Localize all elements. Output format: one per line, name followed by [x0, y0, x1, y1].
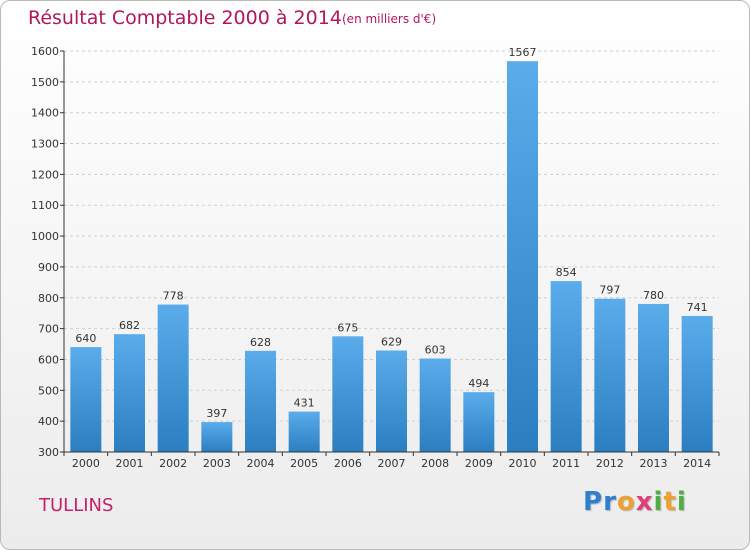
x-tick-label: 2001 [116, 457, 144, 470]
bar [638, 303, 669, 452]
bar [201, 422, 233, 452]
bar [550, 281, 582, 452]
data-label: 431 [294, 397, 315, 410]
y-tick-label: 300 [38, 446, 59, 459]
data-label: 797 [599, 284, 620, 297]
y-tick-label: 1600 [31, 45, 59, 58]
data-label: 1567 [509, 46, 537, 59]
x-tick-label: 2008 [421, 457, 449, 470]
bar [288, 411, 320, 452]
y-tick-label: 700 [38, 323, 59, 336]
chart-title: Résultat Comptable 2000 à 2014 [28, 7, 342, 29]
x-tick-label: 2011 [552, 457, 580, 470]
data-label: 741 [687, 301, 708, 314]
x-tick-label: 2005 [290, 457, 318, 470]
y-tick-label: 600 [38, 353, 59, 366]
chart-subtitle: (en milliers d'€) [342, 12, 437, 26]
bar [157, 304, 189, 452]
bar [70, 347, 102, 452]
logo-letter: r [603, 487, 617, 517]
data-label: 640 [75, 332, 96, 345]
data-label: 778 [163, 290, 184, 303]
bar [463, 392, 495, 452]
x-tick-label: 2009 [465, 457, 493, 470]
logo-letter: i [653, 487, 664, 517]
logo-letter: i [676, 487, 687, 517]
data-label: 494 [468, 377, 489, 390]
logo-letter: t [663, 487, 677, 517]
y-tick-label: 1000 [31, 230, 59, 243]
y-tick-label: 400 [38, 415, 59, 428]
x-tick-label: 2007 [378, 457, 406, 470]
x-tick-label: 2000 [72, 457, 100, 470]
bar [594, 298, 626, 452]
bar [681, 315, 713, 452]
x-tick-label: 2014 [683, 457, 711, 470]
x-tick-label: 2003 [203, 457, 231, 470]
data-label: 780 [643, 289, 664, 302]
logo-letter: o [616, 487, 636, 517]
bar [332, 336, 364, 452]
y-tick-label: 800 [38, 292, 59, 305]
data-label: 397 [206, 407, 227, 420]
y-tick-label: 1200 [31, 168, 59, 181]
y-tick-label: 1100 [31, 199, 59, 212]
data-label: 603 [425, 344, 446, 357]
logo-letter: P [583, 487, 604, 517]
x-tick-label: 2002 [159, 457, 187, 470]
bar [114, 334, 145, 452]
proxiti-logo[interactable]: Proxiti [583, 487, 687, 517]
y-tick-label: 1500 [31, 76, 59, 89]
commune-name: TULLINS [39, 495, 114, 516]
bar [419, 358, 451, 452]
x-tick-label: 2012 [596, 457, 624, 470]
y-tick-label: 500 [38, 384, 59, 397]
bar [507, 61, 538, 452]
bar [245, 350, 276, 452]
x-tick-label: 2004 [247, 457, 275, 470]
data-labels: 640 682 778 397 628 431 675 629 603 494 1567 854 797… [75, 46, 707, 420]
y-tick-label: 1400 [31, 107, 59, 120]
data-label: 629 [381, 336, 402, 349]
logo-letter: x [635, 487, 654, 517]
data-label: 675 [337, 321, 358, 334]
x-tick-label: 2010 [509, 457, 537, 470]
x-tick-label: 2013 [640, 457, 668, 470]
y-tick-label: 900 [38, 261, 59, 274]
data-label: 628 [250, 336, 271, 349]
data-label: 682 [119, 319, 140, 332]
bar [376, 350, 407, 452]
bars [70, 61, 713, 452]
x-tick-label: 2006 [334, 457, 362, 470]
axes: 300 400 500 600 700 800 900 1000 1100 1200 1300 140… [31, 45, 720, 470]
data-label: 854 [556, 266, 577, 279]
y-tick-label: 1300 [31, 138, 59, 151]
